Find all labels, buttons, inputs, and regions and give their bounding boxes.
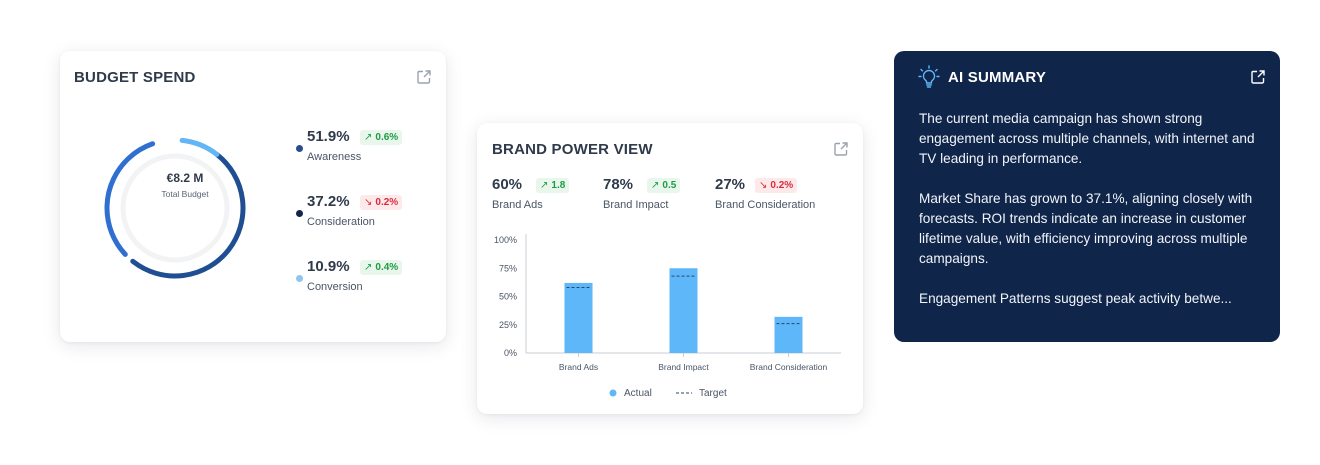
change-badge: ↘ 0.2% (360, 195, 403, 210)
y-tick-label: 75% (499, 263, 517, 273)
kpi-label: Brand Consideration (715, 199, 816, 211)
budget-card-title: BUDGET SPEND (74, 69, 196, 86)
bar-actual (564, 282, 593, 353)
legend-dot (296, 275, 303, 282)
y-tick-label: 50% (499, 292, 517, 302)
ai-summary-card: AI SUMMARY The current media campaign ha… (894, 51, 1280, 342)
change-value: 1.8 (551, 180, 566, 191)
change-badge: ↗ 0.4% (360, 260, 403, 275)
metric-label: Conversion (307, 281, 363, 293)
brand-card-title: BRAND POWER VIEW (492, 141, 653, 158)
brand-power-bar-chart: 100% 75% 50% 25% 0% Brand Ads Brand Impact Bran… (494, 234, 841, 399)
x-tick-label: Brand Ads (559, 362, 598, 372)
bar-actual (669, 268, 698, 353)
ai-summary-paragraph: Market Share has grown to 37.1%, alignin… (919, 191, 1268, 266)
change-value: 0.4% (375, 262, 399, 273)
trend-down-icon: ↘ (364, 197, 373, 208)
total-budget-value: €8.2 M (166, 171, 204, 185)
external-link-icon[interactable] (1250, 69, 1266, 85)
ai-summary-paragraph: The current media campaign has shown str… (919, 111, 1259, 166)
kpi-value: 27% (715, 176, 746, 193)
budget-donut-chart (104, 137, 246, 279)
budget-spend-card: BUDGET SPEND €8.2 M Total Budget 51.9% ↗… (60, 51, 446, 342)
bar-actual (774, 316, 803, 353)
x-tick-label: Brand Impact (658, 362, 709, 372)
y-tick-label: 100% (494, 235, 517, 245)
legend-actual-label: Actual (624, 388, 652, 399)
legend-dot (296, 210, 303, 217)
x-tick-label: Brand Consideration (750, 362, 828, 372)
total-budget-label: Total Budget (161, 189, 209, 199)
metric-value: 10.9% (307, 258, 350, 275)
kpi-value: 60% (492, 176, 523, 193)
brand-power-card: BRAND POWER VIEW 60% ↗ 1.8 Brand Ads 78% … (477, 123, 863, 414)
metric-label: Awareness (307, 151, 362, 163)
metric-value: 51.9% (307, 128, 350, 145)
change-badge: ↗ 0.5 (647, 178, 681, 193)
kpi-value: 78% (603, 176, 634, 193)
change-value: 0.2% (770, 180, 794, 191)
external-link-icon[interactable] (833, 141, 849, 157)
lightbulb-icon (918, 65, 940, 88)
change-value: 0.5 (662, 180, 677, 191)
kpi-label: Brand Ads (492, 199, 543, 211)
change-badge: ↗ 0.6% (360, 130, 403, 145)
legend-dot (296, 145, 303, 152)
metric-value: 37.2% (307, 193, 350, 210)
ai-summary-paragraph: Engagement Patterns suggest peak activit… (919, 291, 1232, 306)
y-tick-label: 0% (504, 348, 517, 358)
metric-label: Consideration (307, 216, 375, 228)
trend-up-icon: ↗ (364, 262, 373, 273)
legend-actual-dot (609, 389, 617, 397)
trend-up-icon: ↗ (651, 180, 660, 191)
donut-center: €8.2 M Total Budget (142, 171, 228, 199)
legend-target-label: Target (699, 388, 727, 399)
trend-up-icon: ↗ (540, 180, 549, 191)
ai-summary-title: AI SUMMARY (948, 69, 1047, 86)
change-badge: ↘ 0.2% (755, 178, 798, 193)
change-value: 0.6% (375, 132, 399, 143)
trend-down-icon: ↘ (759, 180, 768, 191)
kpi-label: Brand Impact (603, 199, 669, 211)
donut-segment-consideration (104, 137, 246, 279)
donut-segment-conversion (104, 137, 246, 279)
trend-up-icon: ↗ (364, 132, 373, 143)
change-value: 0.2% (375, 197, 399, 208)
y-tick-label: 25% (499, 320, 517, 330)
change-badge: ↗ 1.8 (536, 178, 570, 193)
external-link-icon[interactable] (416, 69, 432, 85)
